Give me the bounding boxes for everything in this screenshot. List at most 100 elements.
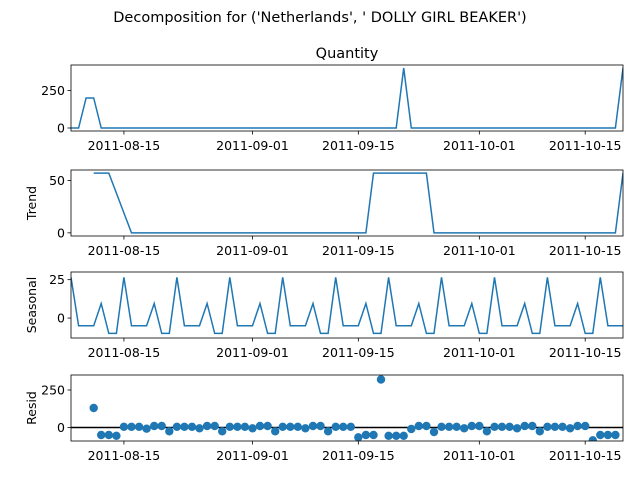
y-tick-label: 250 xyxy=(41,83,65,98)
resid-point xyxy=(210,421,219,431)
y-tick-label: 25 xyxy=(49,272,65,287)
y-axis-label: Trend xyxy=(24,186,39,221)
x-tick-label: 2011-09-15 xyxy=(322,138,395,153)
resid-point xyxy=(316,421,325,431)
panel-seasonal: 0 25 2011-08-15 2011-09-01 2011-09-15 2011-10… xyxy=(24,271,624,360)
x-tick-label: 2011-10-15 xyxy=(549,448,622,463)
y-tick-label: 0 xyxy=(57,225,65,240)
y-tick-label: 0 xyxy=(57,121,65,136)
series-line-2 xyxy=(71,277,623,335)
x-tick-label: 2011-08-15 xyxy=(88,243,161,258)
resid-point xyxy=(233,422,242,431)
resid-point xyxy=(407,424,416,434)
y-tick-label: 50 xyxy=(49,173,65,188)
scatter-points xyxy=(89,375,620,441)
resid-point xyxy=(596,430,605,440)
resid-point xyxy=(422,421,431,431)
resid-point xyxy=(490,422,499,431)
resid-point xyxy=(482,427,492,436)
resid-point xyxy=(361,430,371,440)
x-tick-label: 2011-10-15 xyxy=(549,138,622,153)
resid-point xyxy=(346,422,355,431)
resid-point xyxy=(475,421,484,431)
x-tick-label: 2011-08-15 xyxy=(88,345,161,360)
axes-frame xyxy=(70,64,624,132)
resid-point xyxy=(339,422,348,431)
resid-point xyxy=(278,422,287,431)
axes-frame xyxy=(70,169,624,237)
resid-point xyxy=(263,421,272,431)
panel-title: Quantity xyxy=(316,46,379,62)
panel-trend: 0 50 2011-08-15 2011-09-01 2011-09-15 2011-10… xyxy=(24,169,624,258)
panel-resid: 0 250 2011-08-15 2011-09-01 2011-09-15 2011-1… xyxy=(24,374,624,463)
y-axis-label: Resid xyxy=(24,391,39,425)
x-tick-label: 2011-10-01 xyxy=(443,448,516,463)
y-tick-label: 0 xyxy=(57,420,65,435)
resid-point xyxy=(611,430,620,440)
resid-point xyxy=(187,422,197,431)
y-tick-label: 0 xyxy=(57,311,65,326)
resid-point xyxy=(392,431,401,440)
resid-point xyxy=(218,427,227,436)
resid-point xyxy=(505,422,514,431)
resid-point xyxy=(293,422,302,431)
resid-point xyxy=(172,422,182,431)
resid-point xyxy=(437,422,446,431)
resid-point xyxy=(286,422,295,431)
x-tick-label: 2011-10-01 xyxy=(443,243,516,258)
resid-point xyxy=(550,422,560,431)
resid-point xyxy=(255,421,265,431)
resid-point xyxy=(308,421,318,431)
resid-point xyxy=(520,421,529,431)
resid-point xyxy=(414,421,423,431)
resid-point xyxy=(225,422,234,431)
resid-point xyxy=(535,427,544,436)
axes-frame xyxy=(70,271,624,339)
resid-point xyxy=(134,422,144,431)
x-tick-label: 2011-08-15 xyxy=(88,138,161,153)
resid-point xyxy=(429,427,439,437)
resid-point xyxy=(271,427,280,436)
resid-point xyxy=(89,403,98,413)
x-tick-label: 2011-09-01 xyxy=(216,243,289,258)
figure-suptitle: Decomposition for ('Netherlands', ' DOLL… xyxy=(113,10,526,26)
y-tick-label: 250 xyxy=(41,383,65,398)
x-tick-label: 2011-10-01 xyxy=(443,138,516,153)
resid-point xyxy=(384,431,393,440)
x-tick-label: 2011-09-01 xyxy=(216,138,289,153)
x-tick-label: 2011-09-15 xyxy=(322,345,395,360)
series-line-0 xyxy=(71,67,623,129)
resid-point xyxy=(119,422,129,431)
resid-point xyxy=(157,421,166,431)
resid-point xyxy=(399,431,408,440)
resid-point xyxy=(202,421,212,431)
resid-point xyxy=(369,430,378,440)
resid-point xyxy=(127,422,136,431)
axes-frame xyxy=(70,374,624,442)
resid-point xyxy=(165,427,174,436)
resid-point xyxy=(180,422,189,431)
resid-point xyxy=(195,424,204,433)
x-tick-label: 2011-09-01 xyxy=(216,345,289,360)
panel-quantity: 0 250 2011-08-15 2011-09-01 2011-09-15 2011-1… xyxy=(41,46,624,153)
x-tick-label: 2011-10-01 xyxy=(443,345,516,360)
resid-point xyxy=(240,422,250,431)
resid-point xyxy=(142,424,151,433)
y-axis-label: Seasonal xyxy=(24,277,39,334)
resid-point xyxy=(354,433,363,441)
x-tick-label: 2011-09-15 xyxy=(322,448,395,463)
x-tick-label: 2011-08-15 xyxy=(88,448,161,463)
resid-point xyxy=(452,422,461,431)
resid-point xyxy=(376,375,386,384)
resid-point xyxy=(512,424,522,433)
resid-point xyxy=(543,422,552,431)
resid-point xyxy=(573,421,582,431)
resid-point xyxy=(331,422,340,431)
x-tick-label: 2011-09-01 xyxy=(216,448,289,463)
resid-point xyxy=(565,424,575,433)
resid-point xyxy=(528,421,537,431)
resid-point xyxy=(301,424,310,433)
x-tick-label: 2011-10-15 xyxy=(549,243,622,258)
resid-point xyxy=(603,430,613,440)
